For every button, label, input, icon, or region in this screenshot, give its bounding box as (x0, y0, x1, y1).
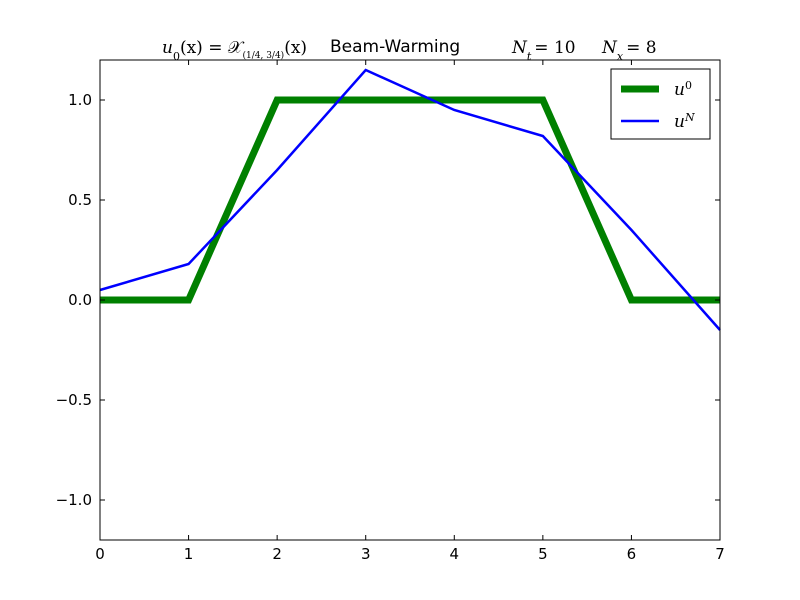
x-tick-label: 2 (272, 545, 282, 563)
title-nx: Nx = 8 (601, 38, 657, 63)
title-method: Beam-Warming (330, 37, 460, 57)
y-tick-label: 1.0 (68, 91, 92, 109)
series-layer (99, 68, 721, 331)
x-tick-label: 6 (627, 545, 637, 563)
series-line-u0 (100, 96, 720, 304)
title-nt: Nt = 10 (511, 38, 576, 63)
series-line-uN (99, 68, 721, 331)
legend-label-uN: uN (674, 111, 695, 133)
title-condition: u0(x) = 𝒳(1/4, 3/4)(x) (162, 38, 307, 63)
legend: u0 uN (610, 68, 711, 140)
plot-title: u0(x) = 𝒳(1/4, 3/4)(x) Beam-Warming Nt = … (162, 37, 657, 63)
x-tick-label: 5 (538, 545, 548, 563)
x-tick-label: 0 (95, 545, 105, 563)
x-tick-label: 7 (715, 545, 725, 563)
y-tick-label: −0.5 (56, 391, 92, 409)
ticks-layer: 0 1 2 3 4 5 6 7 −1.0 −0.5 0.0 0.5 1.0 (56, 60, 725, 563)
x-tick-label: 1 (184, 545, 194, 563)
legend-label-u0: u0 (674, 79, 692, 101)
x-tick-label: 3 (361, 545, 371, 563)
y-tick-label: 0.0 (68, 291, 92, 309)
plot-frame (99, 59, 721, 541)
y-tick-label: 0.5 (68, 191, 92, 209)
legend-box (610, 68, 711, 140)
x-tick-label: 4 (450, 545, 460, 563)
y-tick-label: −1.0 (56, 491, 92, 509)
